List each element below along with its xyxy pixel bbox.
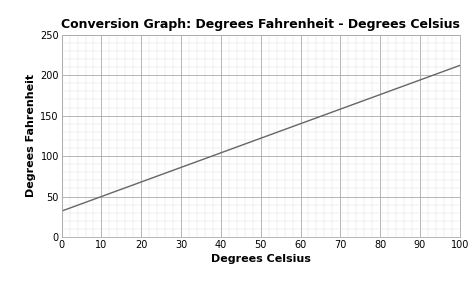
- X-axis label: Degrees Celsius: Degrees Celsius: [211, 254, 310, 264]
- Title: Conversion Graph: Degrees Fahrenheit - Degrees Celsius: Conversion Graph: Degrees Fahrenheit - D…: [61, 18, 460, 31]
- Y-axis label: Degrees Fahrenheit: Degrees Fahrenheit: [26, 74, 36, 197]
